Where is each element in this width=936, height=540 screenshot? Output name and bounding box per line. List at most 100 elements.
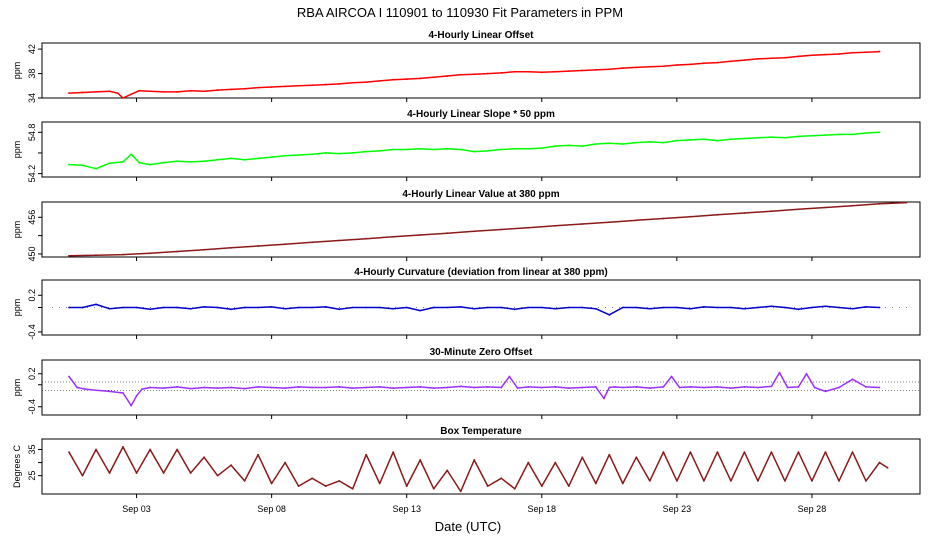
data-point: [338, 386, 341, 388]
data-point: [95, 90, 97, 93]
data-point: [527, 306, 530, 309]
data-point: [581, 145, 584, 147]
data-point: [865, 305, 867, 308]
data-point: [149, 308, 151, 311]
y-tick-label: 34: [27, 93, 37, 103]
data-point: [149, 448, 151, 451]
x-axis-label: Date (UTC): [435, 519, 501, 534]
y-tick-label: -0.4: [27, 324, 37, 340]
data-point: [189, 160, 192, 163]
data-point: [230, 246, 233, 249]
data-point: [419, 234, 422, 236]
data-point: [392, 148, 395, 151]
data-point: [162, 161, 165, 164]
data-point: [419, 386, 422, 388]
data-point: [270, 156, 273, 158]
data-point: [567, 387, 570, 389]
data-point: [729, 306, 732, 309]
data-point: [473, 150, 476, 153]
data-point: [662, 217, 665, 220]
data-point: [729, 138, 732, 141]
series-line: [68, 131, 880, 170]
data-point: [122, 253, 124, 256]
data-point: [784, 136, 786, 139]
y-tick-label: 0.2: [27, 289, 37, 302]
data-point: [130, 404, 133, 407]
data-point: [324, 83, 327, 86]
data-point: [594, 143, 597, 145]
data-point: [851, 451, 854, 453]
data-point: [176, 306, 178, 309]
data-point: [76, 386, 79, 389]
data-point: [716, 139, 719, 142]
data-point: [446, 386, 449, 389]
data-point: [68, 451, 70, 453]
data-point: [297, 306, 300, 309]
panels: 4-Hourly Linear Offset343842ppm4-Hourly …: [12, 30, 921, 498]
data-point: [189, 387, 192, 390]
data-point: [778, 371, 781, 374]
data-point: [770, 210, 773, 213]
data-point: [473, 459, 476, 461]
data-point: [513, 487, 516, 490]
data-point: [797, 308, 800, 311]
data-point: [608, 221, 611, 224]
data-point: [513, 70, 516, 73]
x-tick-label: Sep 08: [257, 504, 286, 514]
panel-title: 4-Hourly Linear Slope * 50 ppm: [407, 109, 555, 120]
data-point: [689, 215, 692, 218]
data-point: [446, 306, 449, 309]
data-point: [216, 387, 219, 389]
data-point: [473, 73, 476, 76]
data-point: [189, 89, 192, 92]
data-point: [135, 306, 138, 309]
data-point: [141, 388, 143, 391]
data-point: [635, 141, 638, 144]
data-point: [729, 387, 732, 389]
data-point: [459, 148, 462, 151]
data-point: [135, 394, 138, 397]
y-tick-label: 25: [27, 471, 37, 481]
data-point: [338, 239, 341, 242]
data-point: [581, 69, 584, 72]
data-point: [108, 90, 111, 93]
data-point: [608, 68, 611, 71]
data-point: [405, 485, 408, 488]
data-point: [797, 55, 800, 58]
data-point: [851, 378, 854, 381]
data-point: [257, 386, 260, 388]
data-point: [311, 153, 314, 156]
data-point: [594, 482, 597, 485]
data-point: [432, 306, 435, 309]
data-point: [432, 387, 435, 389]
data-point: [365, 386, 368, 389]
data-point: [851, 133, 854, 136]
data-point: [675, 64, 678, 66]
data-point: [581, 223, 584, 225]
x-tick-label: Sep 18: [528, 504, 557, 514]
main-title: RBA AIRCOA I 110901 to 110930 Fit Parame…: [297, 5, 623, 20]
data-point: [508, 375, 511, 378]
data-point: [581, 306, 584, 309]
data-point: [81, 164, 84, 167]
data-point: [784, 306, 786, 309]
data-point: [824, 206, 827, 209]
data-point: [230, 157, 233, 160]
data-point: [297, 154, 300, 156]
data-point: [473, 230, 476, 233]
data-point: [567, 144, 570, 147]
data-point: [838, 133, 840, 136]
data-point: [176, 160, 178, 163]
data-point: [621, 67, 624, 69]
data-point: [824, 134, 827, 136]
series-line: [68, 446, 889, 493]
plot-frame: [41, 438, 921, 495]
data-point: [419, 459, 422, 461]
data-point: [176, 386, 178, 388]
data-point: [770, 305, 773, 308]
data-point: [243, 480, 246, 482]
data-point: [446, 147, 449, 150]
data-point: [405, 306, 408, 309]
data-point: [68, 375, 70, 378]
